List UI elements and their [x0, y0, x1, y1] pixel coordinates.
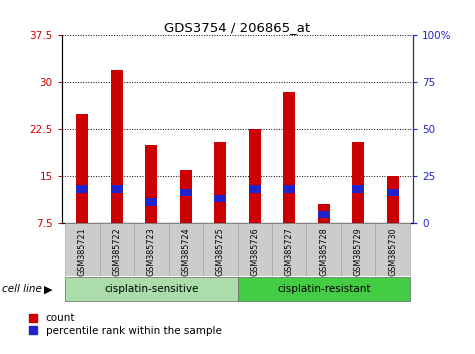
Text: GSM385722: GSM385722: [113, 227, 122, 276]
Bar: [375, 223, 410, 276]
Text: GSM385723: GSM385723: [147, 227, 156, 276]
Bar: [306, 223, 341, 276]
Bar: [238, 278, 410, 301]
Bar: [134, 223, 169, 276]
Bar: [341, 223, 375, 276]
Bar: [272, 223, 306, 276]
Bar: [387, 189, 399, 196]
Text: cisplatin-sensitive: cisplatin-sensitive: [104, 284, 199, 295]
Bar: [76, 185, 88, 193]
Bar: [214, 195, 226, 202]
Bar: [387, 176, 399, 223]
Bar: [283, 185, 295, 193]
Legend: count, percentile rank within the sample: count, percentile rank within the sample: [29, 313, 221, 336]
Bar: [100, 223, 134, 276]
Bar: [180, 170, 192, 223]
Bar: [180, 189, 192, 196]
Text: GSM385725: GSM385725: [216, 227, 225, 276]
Text: ▶: ▶: [44, 284, 53, 294]
Bar: [76, 114, 88, 223]
Bar: [111, 185, 123, 193]
Text: GSM385728: GSM385728: [319, 227, 328, 276]
Bar: [238, 223, 272, 276]
Bar: [318, 204, 330, 223]
Text: GSM385727: GSM385727: [285, 227, 294, 276]
Text: GSM385726: GSM385726: [250, 227, 259, 276]
Text: GSM385730: GSM385730: [388, 227, 397, 276]
Bar: [111, 70, 123, 223]
Bar: [352, 185, 364, 193]
Title: GDS3754 / 206865_at: GDS3754 / 206865_at: [164, 21, 311, 34]
Text: cisplatin-resistant: cisplatin-resistant: [277, 284, 370, 295]
Text: cell line: cell line: [2, 284, 42, 294]
Bar: [249, 185, 261, 193]
Text: GSM385721: GSM385721: [78, 227, 87, 276]
Bar: [352, 142, 364, 223]
Bar: [65, 278, 238, 301]
Bar: [283, 92, 295, 223]
Text: GSM385729: GSM385729: [353, 227, 362, 276]
Text: GSM385724: GSM385724: [181, 227, 190, 276]
Bar: [318, 211, 330, 218]
Bar: [249, 129, 261, 223]
Bar: [145, 198, 157, 206]
Bar: [145, 145, 157, 223]
Bar: [214, 142, 226, 223]
Bar: [169, 223, 203, 276]
Bar: [203, 223, 238, 276]
Bar: [65, 223, 100, 276]
